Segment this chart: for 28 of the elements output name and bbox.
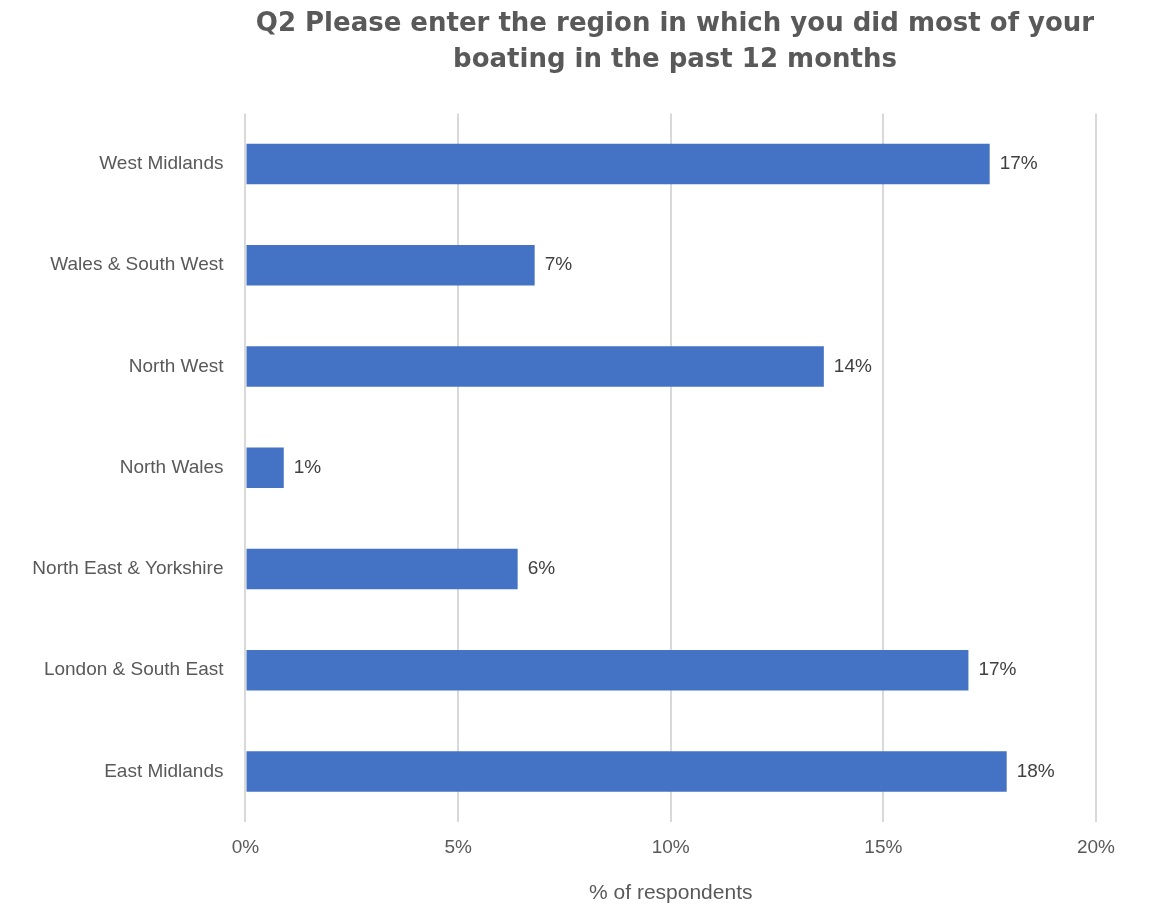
bar	[246, 346, 824, 387]
data-label: 17%	[999, 152, 1038, 174]
x-tick-label: 0%	[231, 835, 260, 857]
data-label: 14%	[833, 354, 872, 376]
data-label: 18%	[1016, 759, 1055, 781]
y-tick-label: Wales & South West	[50, 253, 225, 275]
bar	[246, 447, 284, 488]
y-tick-label: North West	[128, 354, 225, 376]
x-axis-title: % of respondents	[589, 880, 753, 904]
y-tick-label: East Midlands	[104, 759, 224, 781]
y-tick-label: North Wales	[119, 455, 224, 477]
bar	[246, 751, 1007, 792]
x-tick-label: 20%	[1076, 835, 1116, 857]
x-tick-label: 5%	[444, 835, 472, 857]
data-label: 6%	[527, 557, 556, 579]
data-label: 7%	[544, 253, 573, 275]
bar	[246, 548, 518, 590]
data-label: 1%	[293, 455, 322, 477]
bar	[246, 649, 969, 691]
data-label: 17%	[978, 658, 1017, 680]
chart-title: Q2 Please enter the region in which you did most of your boating in the past 12 months	[254, 6, 1096, 75]
y-tick-label: London & South East	[43, 658, 225, 680]
bar	[246, 245, 535, 286]
x-tick-label: 15%	[864, 835, 903, 857]
x-tick-label: 10%	[651, 835, 690, 857]
y-tick-label: North East & Yorkshire	[32, 557, 224, 579]
y-tick-label: West Midlands	[99, 152, 224, 174]
bar	[246, 143, 990, 185]
